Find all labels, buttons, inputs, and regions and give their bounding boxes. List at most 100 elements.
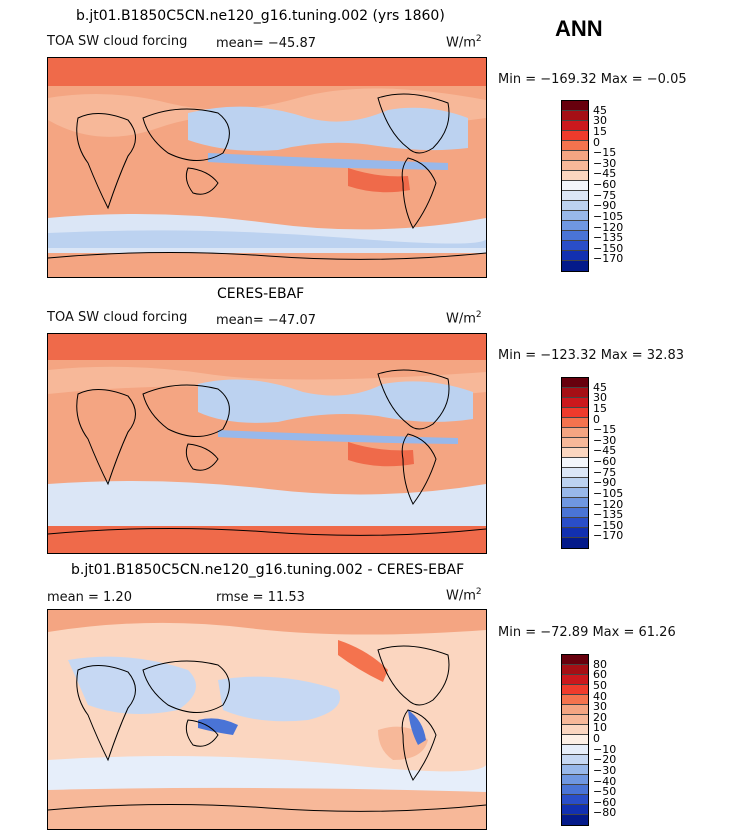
colorbar-cell [562, 151, 588, 161]
colorbar-cell [562, 101, 588, 111]
colorbar-tick-label: −120 [593, 220, 624, 234]
colorbar-tick-label: 10 [593, 721, 607, 735]
colorbar-cell [562, 141, 588, 151]
panel3-colorbar-ticks: 80 60 50 40 30 20 10 0 −10 −20 −30 −40 −50 −60 −80 [593, 654, 653, 824]
colorbar-cell [562, 785, 588, 795]
panel1-units: W/m2 [446, 34, 482, 51]
colorbar-cell [562, 211, 588, 221]
colorbar-tick-label: −45 [593, 167, 617, 181]
colorbar-tick-label: −30 [593, 763, 617, 777]
colorbar-cell [562, 655, 588, 665]
colorbar-cell [562, 735, 588, 745]
colorbar-cell [562, 725, 588, 735]
panel2-variable: TOA SW cloud forcing [47, 310, 188, 325]
colorbar-tick-label: 40 [593, 689, 607, 703]
colorbar-tick-label: 0 [593, 135, 600, 149]
colorbar-cell [562, 538, 588, 548]
colorbar-cell [562, 775, 588, 785]
colorbar-tick-label: 50 [593, 678, 607, 692]
colorbar-tick-label: 30 [593, 114, 607, 128]
colorbar-cell [562, 468, 588, 478]
panel3-units: W/m2 [446, 587, 482, 604]
panel2-units: W/m2 [446, 310, 482, 327]
panel1-colorbar-ticks: 45 30 15 0 −15 −30 −45 −60 −75 −90 −105 −120 −135 −15… [593, 100, 653, 270]
colorbar-tick-label: −60 [593, 795, 617, 809]
colorbar-tick-label: −15 [593, 423, 617, 437]
colorbar-tick-label: −135 [593, 508, 624, 522]
colorbar-cell [562, 528, 588, 538]
panel1-map [47, 57, 487, 278]
colorbar-cell [562, 161, 588, 171]
panel2-colorbar [561, 377, 589, 549]
colorbar-cell [562, 478, 588, 488]
panel3-mean: mean = 1.20 [47, 590, 132, 605]
colorbar-tick-label: −60 [593, 455, 617, 468]
colorbar-cell [562, 428, 588, 438]
colorbar-tick-label: 30 [593, 391, 607, 405]
colorbar-cell [562, 488, 588, 498]
colorbar-cell [562, 715, 588, 725]
colorbar-tick-label: −150 [593, 241, 624, 255]
panel1-colorbar [561, 100, 589, 272]
colorbar-cell [562, 378, 588, 388]
colorbar-cell [562, 121, 588, 131]
colorbar-cell [562, 685, 588, 695]
colorbar-tick-label: 15 [593, 401, 607, 415]
colorbar-cell [562, 231, 588, 241]
colorbar-tick-label: 45 [593, 103, 607, 117]
panel2-title: CERES-EBAF [217, 286, 305, 302]
season-label: ANN [555, 16, 603, 41]
colorbar-cell [562, 438, 588, 448]
colorbar-tick-label: −60 [593, 178, 617, 191]
panel1-mean: mean= −45.87 [216, 36, 317, 51]
colorbar-tick-label: −75 [593, 188, 617, 202]
colorbar-cell [562, 191, 588, 201]
colorbar-tick-label: −10 [593, 742, 617, 756]
colorbar-cell [562, 111, 588, 121]
colorbar-tick-label: 80 [593, 657, 607, 671]
colorbar-tick-label: −90 [593, 199, 617, 213]
colorbar-tick-label: −15 [593, 146, 617, 160]
colorbar-cell [562, 448, 588, 458]
colorbar-cell [562, 508, 588, 518]
colorbar-tick-label: −20 [593, 753, 617, 767]
colorbar-cell [562, 695, 588, 705]
colorbar-cell [562, 795, 588, 805]
colorbar-cell [562, 408, 588, 418]
colorbar-cell [562, 251, 588, 261]
colorbar-tick-label: 30 [593, 700, 607, 714]
colorbar-tick-label: −170 [593, 252, 624, 266]
colorbar-cell [562, 388, 588, 398]
colorbar-cell [562, 418, 588, 428]
colorbar-tick-label: 15 [593, 124, 607, 138]
colorbar-cell [562, 745, 588, 755]
panel2-mean: mean= −47.07 [216, 313, 317, 328]
panel1-title: b.jt01.B1850C5CN.ne120_g16.tuning.002 (y… [76, 8, 445, 24]
panel3-title: b.jt01.B1850C5CN.ne120_g16.tuning.002 - … [71, 562, 465, 578]
colorbar-cell [562, 675, 588, 685]
colorbar-tick-label: 45 [593, 380, 607, 394]
panel3-map [47, 609, 487, 830]
colorbar-tick-label: −50 [593, 785, 617, 799]
panel2-colorbar-ticks: 45 30 15 0 −15 −30 −45 −60 −75 −90 −105 −120 −135 −15… [593, 377, 653, 547]
colorbar-cell [562, 241, 588, 251]
colorbar-tick-label: −75 [593, 465, 617, 479]
colorbar-tick-label: −30 [593, 156, 617, 170]
colorbar-tick-label: 60 [593, 668, 607, 682]
colorbar-cell [562, 221, 588, 231]
colorbar-cell [562, 765, 588, 775]
colorbar-cell [562, 815, 588, 825]
colorbar-cell [562, 261, 588, 271]
panel3-colorbar [561, 654, 589, 826]
colorbar-tick-label: −45 [593, 444, 617, 458]
colorbar-cell [562, 498, 588, 508]
colorbar-cell [562, 181, 588, 191]
colorbar-tick-label: −105 [593, 486, 624, 500]
colorbar-tick-label: 20 [593, 710, 607, 724]
colorbar-tick-label: −135 [593, 231, 624, 245]
colorbar-cell [562, 705, 588, 715]
panel1-variable: TOA SW cloud forcing [47, 34, 188, 49]
colorbar-cell [562, 131, 588, 141]
colorbar-tick-label: 0 [593, 412, 600, 426]
colorbar-cell [562, 171, 588, 181]
